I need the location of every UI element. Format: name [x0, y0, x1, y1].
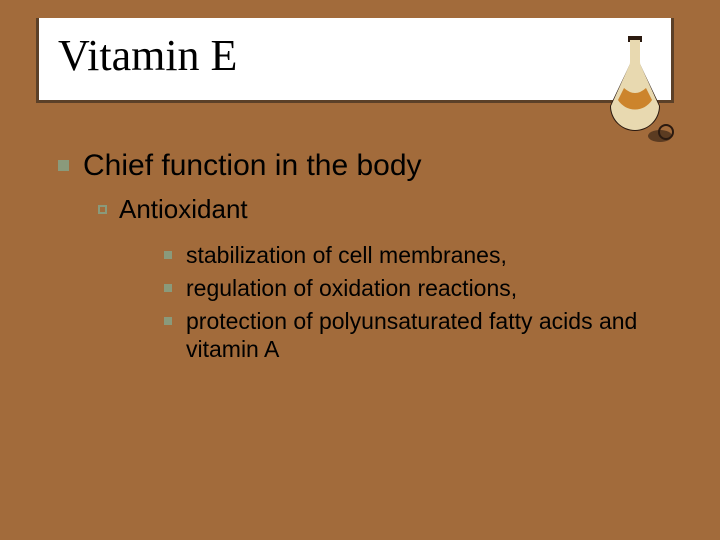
bullet-level-3: protection of polyunsaturated fatty acid… [164, 307, 664, 365]
bullet-text: Antioxidant [119, 194, 248, 225]
bullet-level-3: stabilization of cell membranes, [164, 241, 664, 270]
content-area: Chief function in the body Antioxidant s… [58, 148, 664, 368]
bullet-text: regulation of oxidation reactions, [186, 274, 517, 303]
slide: Vitamin E Chief function in the body Ant… [0, 0, 720, 540]
bullet-text: stabilization of cell membranes, [186, 241, 507, 270]
square-bullet-icon [164, 284, 172, 292]
bullet-text: protection of polyunsaturated fatty acid… [186, 307, 664, 365]
bullet-level-1: Chief function in the body [58, 148, 664, 184]
flask-icon [590, 28, 680, 148]
bullet-level-2: Antioxidant [98, 194, 664, 225]
bullet-level-3: regulation of oxidation reactions, [164, 274, 664, 303]
square-bullet-icon [58, 160, 69, 171]
square-bullet-icon [164, 317, 172, 325]
square-outline-bullet-icon [98, 205, 107, 214]
square-bullet-icon [164, 251, 172, 259]
slide-title: Vitamin E [58, 30, 237, 81]
title-underline [36, 100, 674, 103]
bullet-text: Chief function in the body [83, 148, 422, 184]
